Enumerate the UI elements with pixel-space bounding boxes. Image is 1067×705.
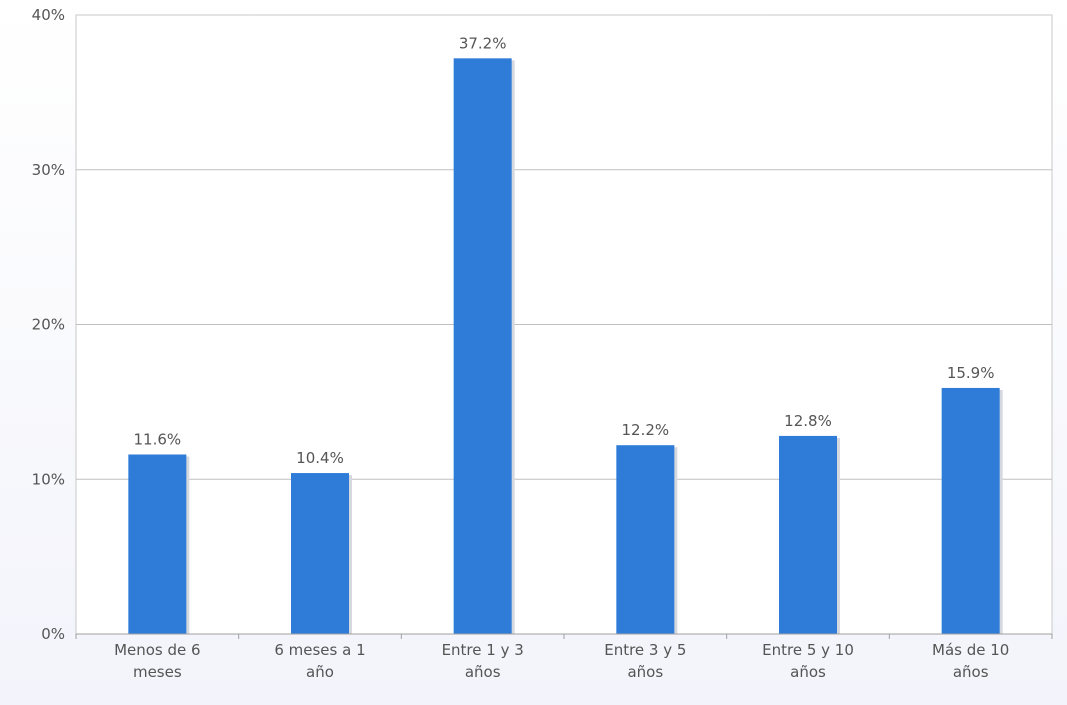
data-label: 37.2% bbox=[459, 34, 507, 52]
bar bbox=[779, 435, 837, 634]
y-axis-ticks: 0% 10% 20% 30% 40% bbox=[32, 6, 65, 643]
x-category-label: Entre 5 y 10 bbox=[762, 641, 854, 659]
x-category-label: años bbox=[465, 663, 501, 681]
bar bbox=[128, 454, 187, 634]
y-tick-label: 20% bbox=[32, 316, 65, 334]
y-tick-label: 10% bbox=[32, 470, 65, 488]
x-category-label: Más de 10 bbox=[932, 641, 1009, 659]
bar bbox=[453, 58, 512, 634]
bars: 11.6% 10.4% 37.2% 12.2% 12.8% 15.9% bbox=[128, 34, 1003, 634]
data-label: 12.8% bbox=[784, 412, 832, 430]
x-category-label: 6 meses a 1 bbox=[274, 641, 365, 659]
x-category-label: año bbox=[306, 663, 334, 681]
bar bbox=[291, 473, 349, 634]
data-label: 10.4% bbox=[296, 449, 344, 467]
gridlines bbox=[76, 169, 1052, 480]
x-category-label: Menos de 6 bbox=[114, 641, 201, 659]
x-category-label: años bbox=[627, 663, 663, 681]
x-category-label: meses bbox=[133, 663, 182, 681]
x-axis: Menos de 6 meses 6 meses a 1 año Entre 1 y 3… bbox=[75, 633, 1053, 681]
y-tick-label: 0% bbox=[41, 625, 65, 643]
data-label: 12.2% bbox=[622, 421, 670, 439]
bar bbox=[616, 445, 675, 634]
x-category-label: Entre 1 y 3 bbox=[442, 641, 524, 659]
bar bbox=[941, 387, 1000, 634]
x-category-label: años bbox=[953, 663, 989, 681]
data-label: 11.6% bbox=[134, 430, 182, 448]
data-label: 15.9% bbox=[947, 364, 995, 382]
y-tick-label: 30% bbox=[32, 161, 65, 179]
x-category-label: años bbox=[790, 663, 826, 681]
y-tick-label: 40% bbox=[32, 6, 65, 24]
x-category-label: Entre 3 y 5 bbox=[604, 641, 686, 659]
